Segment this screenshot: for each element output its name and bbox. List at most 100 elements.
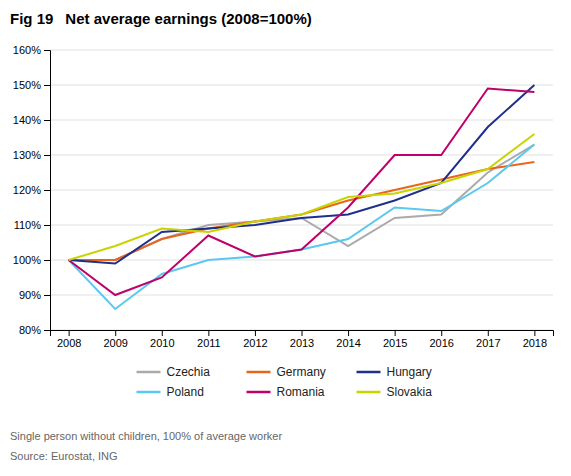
legend-item: Slovakia	[357, 385, 433, 399]
tick-label: 100%	[13, 254, 41, 266]
tick: 2010	[150, 330, 174, 349]
tick-label: 2010	[150, 337, 174, 349]
y-axis: 80% 90% 100% 110% 120% 130% 140% 150% 160%	[13, 44, 51, 336]
tick-label: 110%	[14, 219, 42, 231]
legend-swatch	[247, 371, 271, 374]
tick-mark	[395, 330, 396, 336]
tick-mark	[348, 330, 349, 336]
tick-mark	[208, 330, 209, 336]
tick-label: 140%	[13, 114, 41, 126]
tick-label: 2018	[523, 337, 547, 349]
tick: 2011	[197, 330, 221, 349]
legend-label: Czechia	[167, 365, 211, 379]
tick-mark	[44, 50, 50, 51]
tick: 120%	[13, 184, 50, 196]
tick: 90%	[19, 289, 50, 301]
legend-label: Hungary	[387, 365, 432, 379]
tick-label: 120%	[13, 184, 41, 196]
legend-item: Czechia	[137, 365, 211, 379]
tick-mark	[44, 155, 50, 156]
tick: 2015	[383, 330, 407, 349]
tick-mark	[302, 330, 303, 336]
tick-label: 160%	[13, 44, 41, 56]
tick-label: 2011	[197, 337, 221, 349]
tick: 160%	[13, 44, 50, 56]
tick-label: 2012	[243, 337, 267, 349]
tick: 2009	[103, 330, 127, 349]
series-line	[69, 134, 535, 260]
tick-label: 150%	[13, 79, 41, 91]
tick-label: 130%	[13, 149, 41, 161]
legend-swatch	[137, 371, 161, 374]
tick-mark	[255, 330, 256, 336]
grid-line	[50, 85, 553, 86]
legend: Czechia Germany Hungary Poland Romania Slovak…	[137, 365, 433, 399]
tick-label: 2009	[103, 337, 127, 349]
tick-label: 2014	[336, 337, 360, 349]
tick: 2014	[336, 330, 360, 349]
tick-mark	[488, 330, 489, 336]
tick: 2018	[523, 330, 547, 349]
lines	[69, 85, 535, 309]
tick: 110%	[14, 219, 50, 231]
series-line	[69, 89, 535, 296]
tick-mark	[69, 330, 70, 336]
axis-line	[51, 331, 554, 337]
tick-label: 2017	[476, 337, 500, 349]
tick-mark	[44, 330, 50, 331]
tick: 80%	[19, 324, 50, 336]
tick-label: 2013	[290, 337, 314, 349]
legend-item: Romania	[247, 385, 325, 399]
tick: 130%	[13, 149, 50, 161]
grid-line	[50, 120, 553, 121]
grid-line	[50, 155, 553, 156]
legend-label: Germany	[277, 365, 326, 379]
footnote: Single person without children, 100% of …	[10, 430, 282, 442]
grid-line	[50, 50, 553, 51]
tick-mark	[44, 260, 50, 261]
grid-line	[50, 225, 553, 226]
axis-line	[44, 51, 51, 331]
x-axis: 2008 2009 2010 2011 2012 2013 2014 2015 2016 2017…	[51, 330, 554, 349]
tick: 150%	[13, 79, 50, 91]
legend-item: Hungary	[357, 365, 432, 379]
subtitle: Net average earnings (2008=100%)	[65, 10, 311, 27]
legend-swatch	[357, 391, 381, 394]
tick-label: 90%	[19, 289, 41, 301]
tick: 2013	[290, 330, 314, 349]
tick: 2017	[476, 330, 500, 349]
grid-line	[50, 260, 553, 261]
tick: 2016	[429, 330, 453, 349]
tick-mark	[44, 225, 50, 226]
series-line	[69, 145, 535, 261]
legend-label: Poland	[167, 385, 204, 399]
legend-label: Slovakia	[387, 385, 433, 399]
tick: 100%	[13, 254, 50, 266]
tick: 140%	[13, 114, 50, 126]
legend-item: Germany	[247, 365, 326, 379]
tick: 2012	[243, 330, 267, 349]
chart: Fig 19 Net average earnings (2008=100%) 80…	[0, 0, 571, 476]
tick-mark	[162, 330, 163, 336]
footnote: Source: Eurostat, ING	[10, 450, 118, 462]
tick-mark	[44, 190, 50, 191]
tick-mark	[534, 330, 535, 336]
legend-swatch	[247, 391, 271, 394]
tick: 2008	[57, 330, 81, 349]
plot: 80%90%100%110%120%130%140%150%160%200820…	[13, 44, 554, 349]
tick-label: 2015	[383, 337, 407, 349]
tick-mark	[441, 330, 442, 336]
title: Fig 19	[10, 10, 53, 27]
tick-mark	[44, 85, 50, 86]
legend-item: Poland	[137, 385, 204, 399]
legend-swatch	[137, 391, 161, 394]
series-line	[69, 145, 535, 310]
tick-label: 2008	[57, 337, 81, 349]
grid	[50, 50, 553, 330]
tick-mark	[115, 330, 116, 336]
legend-label: Romania	[277, 385, 325, 399]
tick-mark	[44, 295, 50, 296]
tick-mark	[44, 120, 50, 121]
series-line	[69, 85, 535, 264]
grid-line	[50, 295, 553, 296]
